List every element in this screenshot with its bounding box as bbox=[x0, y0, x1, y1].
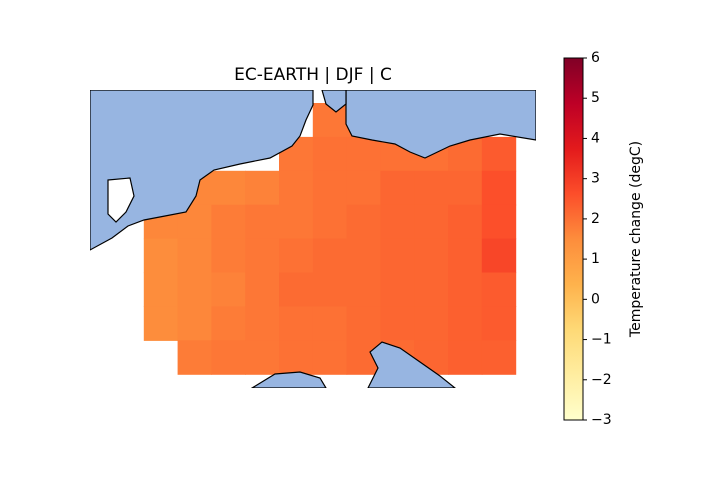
england bbox=[107, 177, 135, 223]
grid-cell bbox=[380, 272, 415, 307]
ligurian-sea bbox=[250, 371, 327, 388]
grid-cell bbox=[414, 306, 449, 341]
grid-cell bbox=[481, 136, 517, 172]
grid-cell bbox=[414, 204, 449, 240]
grid-cell bbox=[380, 306, 415, 341]
grid-cell bbox=[481, 272, 517, 307]
grid-cell bbox=[312, 204, 348, 240]
grid-cells bbox=[143, 103, 517, 375]
grid-cell bbox=[211, 340, 246, 375]
grid-cell bbox=[279, 340, 314, 375]
colorbar-tick-label: 2 bbox=[591, 211, 600, 227]
grid-cell bbox=[448, 340, 483, 375]
colorbar: −3 −2 −1 0 1 2 3 4 5 6 bbox=[563, 50, 612, 428]
grid-cell bbox=[380, 238, 415, 274]
colorbar-tick-label: −2 bbox=[591, 372, 612, 388]
grid-cell bbox=[177, 272, 212, 307]
grid-cell bbox=[312, 272, 348, 307]
grid-cell bbox=[312, 238, 348, 274]
grid-cell bbox=[279, 272, 314, 307]
colorbar-label: Temperature change (degC) bbox=[628, 141, 644, 338]
grid-cell bbox=[279, 204, 314, 240]
grid-cell bbox=[414, 170, 449, 206]
grid-cell bbox=[143, 306, 179, 341]
grid-cell bbox=[481, 306, 517, 341]
map-title: EC-EARTH | DJF | C bbox=[234, 65, 392, 85]
colorbar-tick-label: 4 bbox=[591, 130, 600, 146]
sea bbox=[90, 90, 536, 388]
kattegat bbox=[321, 90, 347, 113]
grid-cell bbox=[245, 204, 280, 240]
colorbar-tick-label: 5 bbox=[591, 90, 600, 106]
grid-cell bbox=[448, 170, 483, 206]
grid-cell bbox=[279, 170, 314, 206]
grid-cell bbox=[481, 204, 517, 240]
grid-cell bbox=[312, 340, 348, 375]
grid-cell bbox=[414, 238, 449, 274]
colorbar-tick-label: 3 bbox=[591, 171, 600, 187]
grid-cell bbox=[279, 306, 314, 341]
colorbar-tick-label: 6 bbox=[591, 50, 600, 66]
grid-cell bbox=[143, 272, 179, 307]
grid-cell bbox=[481, 340, 517, 375]
adriatic-sea bbox=[367, 341, 456, 388]
colorbar-tick-label: 1 bbox=[591, 251, 600, 267]
colorbar-tick-label: −3 bbox=[591, 412, 612, 428]
grid-cell bbox=[481, 170, 517, 206]
colorbar-tick-label: 0 bbox=[591, 291, 600, 307]
colorbar-tick-label: −1 bbox=[591, 332, 612, 348]
grid-cell bbox=[481, 238, 517, 274]
grid-cell bbox=[245, 238, 280, 274]
baltic-sea bbox=[345, 90, 536, 159]
grid-cell bbox=[346, 136, 381, 172]
grid-cell bbox=[245, 306, 280, 341]
grid-cell bbox=[211, 272, 246, 307]
grid-cell bbox=[143, 238, 179, 274]
grid-cell bbox=[346, 306, 381, 341]
grid-cell bbox=[448, 238, 483, 274]
grid-cell bbox=[177, 306, 212, 341]
grid-cell bbox=[414, 272, 449, 307]
grid-cell bbox=[346, 204, 381, 240]
grid-cell bbox=[346, 238, 381, 274]
grid-cell bbox=[211, 238, 246, 274]
grid-cell bbox=[448, 272, 483, 307]
grid-cell bbox=[312, 136, 348, 172]
grid-cell bbox=[312, 170, 348, 206]
grid-cell bbox=[312, 103, 348, 138]
north-sea bbox=[90, 90, 314, 251]
grid-cell bbox=[245, 340, 280, 375]
grid-cell bbox=[245, 170, 280, 206]
grid-cell bbox=[245, 272, 280, 307]
grid-cell bbox=[211, 306, 246, 341]
grid-cell bbox=[448, 204, 483, 240]
grid-cell bbox=[448, 306, 483, 341]
grid-cell bbox=[279, 238, 314, 274]
grid-cell bbox=[346, 170, 381, 206]
colorbar-gradient bbox=[563, 57, 584, 421]
grid-cell bbox=[346, 272, 381, 307]
grid-cell bbox=[177, 340, 212, 375]
grid-cell bbox=[211, 170, 246, 206]
grid-cell bbox=[177, 238, 212, 274]
grid-cell bbox=[312, 306, 348, 341]
grid-cell bbox=[380, 204, 415, 240]
grid-cell bbox=[380, 170, 415, 206]
grid-cell bbox=[211, 204, 246, 240]
